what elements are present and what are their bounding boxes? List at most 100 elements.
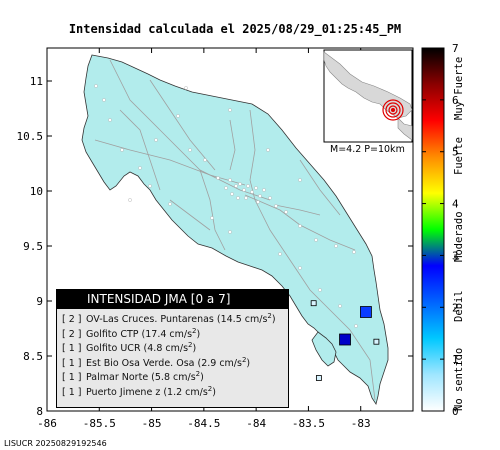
- station-square: [373, 338, 380, 345]
- roads: [94, 59, 376, 401]
- legend-rows: [ 2 ] OV-Las Cruces. Puntarenas (14.5 cm/…: [57, 309, 288, 398]
- unit-close: ): [271, 314, 276, 326]
- colorbar-tick-label: 7: [452, 42, 459, 55]
- osa-peninsula: [311, 331, 337, 367]
- station-square: [360, 306, 372, 318]
- x-tick-label: -83.5: [292, 417, 325, 430]
- station-name: Est Bio Osa Verde. Osa (2.9 cm/s: [86, 357, 242, 369]
- town-dot: [188, 148, 192, 152]
- town-dot: [128, 198, 132, 202]
- town-dot: [266, 148, 270, 152]
- town-dot: [334, 244, 338, 248]
- town-dot: [268, 196, 272, 200]
- category-muy-fuerte: Muy Fuerte: [453, 56, 465, 120]
- x-tick-label: -83: [351, 417, 371, 430]
- y-tick-label: 8.5: [23, 350, 43, 363]
- y-tick-label: 8: [36, 405, 43, 418]
- town-dot: [236, 196, 240, 200]
- station-name: OV-Las Cruces. Puntarenas (14.5 cm/s: [86, 314, 268, 326]
- intensity-colorbar: 0 1 2 3 4 5 6 7: [421, 42, 459, 418]
- station-name: Golfito UCR (4.8 cm/s: [86, 343, 189, 355]
- x-tick-label: -84: [246, 417, 266, 430]
- category-moderado: Moderado: [453, 211, 465, 262]
- legend-station-row: [ 1 ] Est Bio Osa Verde. Osa (2.9 cm/s2): [57, 353, 288, 369]
- town-dot: [230, 192, 234, 196]
- y-tick-label: 10: [30, 185, 43, 198]
- town-markers: [94, 84, 358, 328]
- town-dot: [258, 194, 262, 198]
- town-dot: [238, 182, 242, 186]
- epicenter-ring: [385, 102, 401, 118]
- colorbar-tick-label: 1: [452, 353, 459, 366]
- town-dot: [250, 190, 254, 194]
- unit-exponent: 2: [207, 384, 213, 393]
- town-dot: [298, 266, 302, 270]
- colorbar-tick-label: 5: [452, 146, 459, 159]
- town-dot: [184, 86, 188, 90]
- town-dot: [108, 118, 112, 122]
- colorbar-tick-label: 6: [452, 94, 459, 107]
- town-dot: [228, 178, 232, 182]
- station-name: Golfito CTP (17.4 cm/s: [86, 328, 193, 340]
- town-dot: [242, 188, 246, 192]
- town-dot: [338, 304, 342, 308]
- epicenter-dot: [391, 108, 395, 112]
- station-intensity-rank: [ 2 ]: [62, 328, 82, 340]
- town-dot: [246, 184, 250, 188]
- town-dot: [256, 200, 260, 204]
- station-square: [310, 300, 317, 307]
- town-dot: [298, 178, 302, 182]
- town-dot: [314, 238, 318, 242]
- x-tick-label: -84.5: [187, 417, 220, 430]
- town-dot: [274, 204, 278, 208]
- station-name: Puerto Jimene z (1.2 cm/s: [86, 386, 208, 398]
- inset-label: M=4.2 P=10km: [330, 144, 405, 155]
- town-dot: [154, 138, 158, 142]
- town-dot: [254, 186, 258, 190]
- legend-station-row: [ 2 ] OV-Las Cruces. Puntarenas (14.5 cm/…: [57, 309, 288, 326]
- town-dot: [262, 188, 266, 192]
- unit-exponent: 2: [195, 370, 201, 378]
- colorbar-tick-label: 2: [452, 301, 459, 314]
- town-dot: [284, 210, 288, 214]
- legend-title: INTENSIDAD JMA [0 a 7]: [57, 290, 288, 309]
- category-no-sentido: No sentido: [453, 347, 465, 411]
- colorbar-gradient: [421, 47, 445, 412]
- epicenter-ring: [388, 105, 398, 115]
- unit-close: ): [200, 372, 204, 384]
- station-square: [315, 375, 322, 381]
- unit-exponent: 2: [192, 326, 197, 335]
- town-dot: [244, 196, 248, 200]
- unit-exponent: 2: [241, 355, 247, 364]
- y-tick-label: 9.5: [23, 240, 43, 253]
- epicenter-icon: [382, 99, 404, 121]
- intensity-legend: INTENSIDAD JMA [0 a 7] [ 2 ] OV-Las Cruce…: [56, 289, 289, 408]
- town-dot: [148, 184, 152, 188]
- station-square: [339, 333, 351, 346]
- station-name: Palmar Norte (5.8 cm/s: [86, 372, 196, 384]
- legend-station-row: [ 1 ] Palmar Norte (5.8 cm/s2): [57, 367, 288, 384]
- town-dot: [318, 288, 322, 292]
- footer-id: LISUCR 20250829192546: [4, 439, 107, 448]
- town-dot: [216, 176, 220, 180]
- category-fuerte: Fuerte: [453, 137, 465, 175]
- unit-close: ): [212, 386, 216, 398]
- town-dot: [354, 324, 358, 328]
- x-tick-label: -86: [37, 417, 57, 430]
- legend-station-row: [ 2 ] Golfito CTP (17.4 cm/s2): [57, 324, 288, 340]
- inset-map: M=4.2 P=10km: [323, 49, 413, 155]
- axes: -86 -85.5 -85 -84.5 -84 -83.5 -83 11 10.5 10 9.5 9 8…: [17, 48, 413, 430]
- x-tick-label: -85: [142, 417, 162, 430]
- station-intensity-rank: [ 1 ]: [62, 343, 82, 355]
- town-dot: [176, 114, 180, 118]
- town-dot: [203, 158, 207, 162]
- y-tick-label: 10.5: [17, 130, 44, 143]
- unit-exponent: 2: [188, 341, 193, 349]
- town-dot: [224, 186, 228, 190]
- station-intensity-rank: [ 1 ]: [62, 372, 82, 384]
- colorbar-tick-label: 0: [452, 405, 459, 418]
- legend-station-row: [ 1 ] Puerto Jimene z (1.2 cm/s2): [57, 382, 288, 398]
- station-markers: [310, 300, 380, 381]
- epicenter-ring: [382, 99, 404, 121]
- colorbar-tick-label: 4: [452, 198, 459, 211]
